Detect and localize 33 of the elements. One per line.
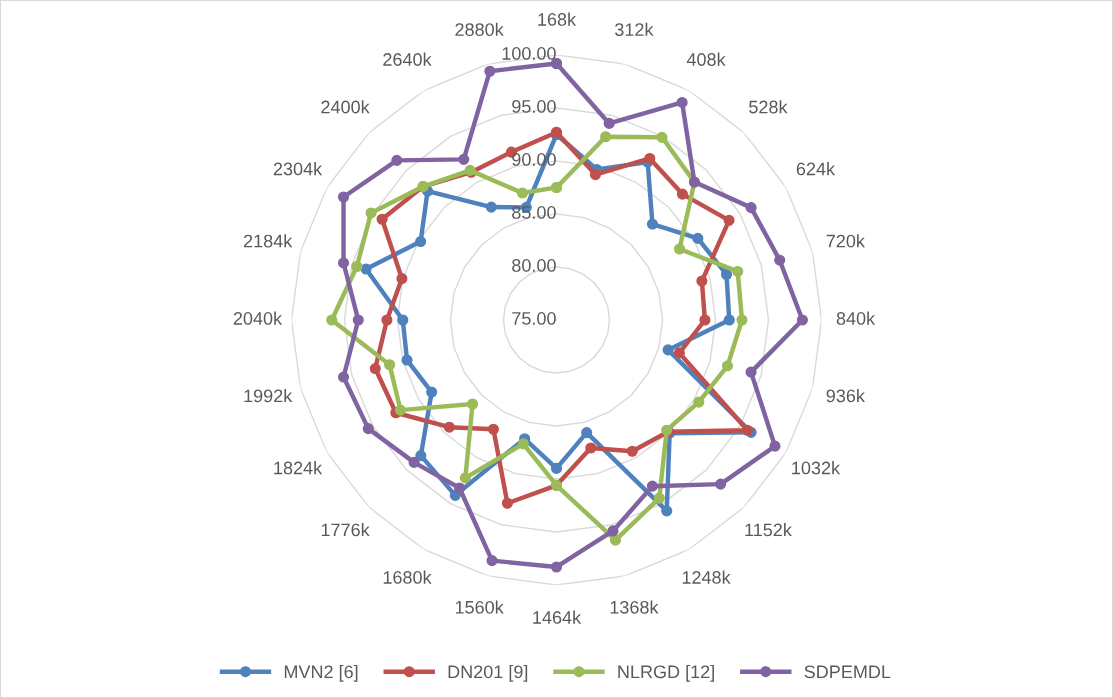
spoke-label: 1368k: [610, 600, 659, 614]
spoke-label: 528k: [749, 100, 788, 114]
legend-label: MVN2 [6]: [284, 664, 358, 682]
spoke-label: 1032k: [792, 461, 841, 475]
legend-label: NLRGD [12]: [618, 664, 714, 682]
spoke-label: 624k: [796, 162, 836, 176]
spoke-label: 1680k: [383, 570, 432, 584]
spoke-label: 1560k: [455, 600, 504, 614]
spoke-label: 312k: [615, 22, 654, 37]
spoke-label: 2304k: [273, 162, 323, 176]
spoke-label: 1464k: [533, 610, 582, 624]
spoke-label: 720k: [826, 234, 865, 248]
spoke-label: 2184k: [243, 234, 293, 248]
spoke-label: 1992k: [244, 388, 293, 403]
spoke-label: 1824k: [274, 461, 323, 475]
y-tick-label: 75.00: [512, 312, 556, 325]
spoke-label: 2040k: [233, 311, 283, 325]
y-tick-label: 80.00: [512, 259, 556, 272]
y-tick-label: 95.00: [512, 100, 556, 113]
spoke-label: 840k: [836, 311, 876, 325]
spoke-label: 1152k: [745, 523, 792, 537]
spoke-label: 408k: [686, 52, 726, 66]
y-tick-label: 85.00: [512, 206, 556, 219]
spoke-label: 2640k: [383, 52, 432, 66]
legend-label: DN201 [9]: [448, 664, 528, 682]
y-tick-label: 100.00: [502, 47, 556, 60]
spoke-label: 1248k: [682, 570, 731, 584]
spoke-label: 168k: [538, 12, 577, 26]
spoke-label: 2400k: [321, 100, 370, 114]
spoke-label: 2880k: [455, 22, 504, 37]
spoke-label: 936k: [826, 388, 865, 403]
spoke-label: 1776k: [321, 523, 370, 537]
legend-label: SDPEMDL: [804, 665, 891, 679]
